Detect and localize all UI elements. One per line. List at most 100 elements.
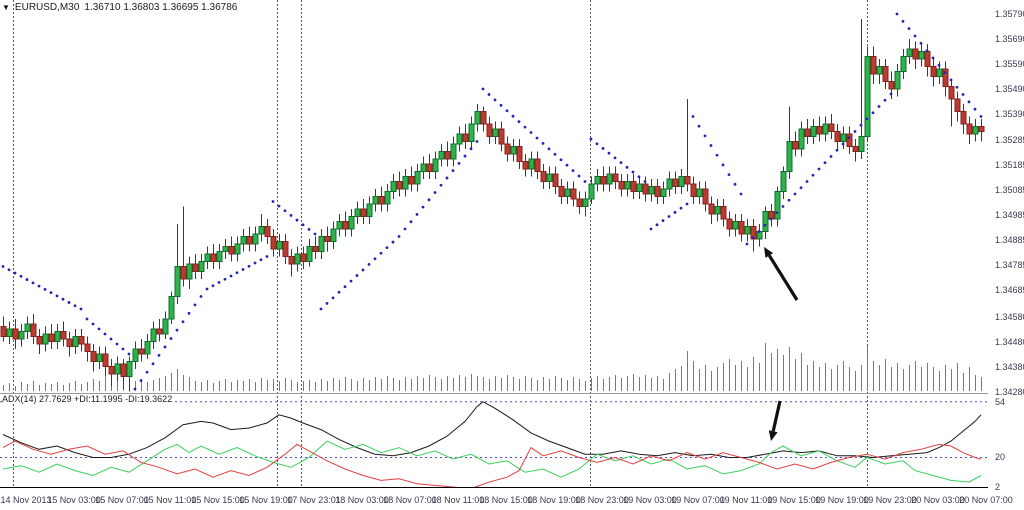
volume-bar: [603, 379, 604, 391]
bull-candle-body: [204, 253, 211, 262]
volume-bar: [429, 375, 430, 391]
bull-candle-body: [822, 123, 829, 135]
volume-bar: [507, 375, 508, 391]
price-axis-label: 1.35590: [995, 59, 1024, 69]
bull-candle-body: [168, 296, 175, 320]
parabolic-sar-dot: [439, 183, 443, 187]
parabolic-sar-dot: [91, 322, 95, 326]
parabolic-sar-dot: [325, 302, 329, 305]
parabolic-sar-dot: [271, 200, 275, 203]
volume-bar: [783, 355, 784, 391]
parabolic-sar-dot: [247, 264, 251, 268]
parabolic-sar-dot: [829, 155, 833, 158]
bear-candle-body: [852, 146, 859, 152]
bull-candle-body: [744, 226, 751, 235]
volume-bar: [189, 377, 190, 391]
price-axis[interactable]: 1.35790 1.35690 1.35590 1.35490 1.35390 1.352…: [988, 0, 1024, 488]
parabolic-sar-dot: [319, 307, 323, 311]
bear-candle-body: [300, 253, 307, 262]
volume-bar: [579, 379, 580, 391]
bull-candle-body: [732, 221, 739, 230]
parabolic-sar-dot: [643, 180, 647, 183]
annotation-arrow-head[interactable]: [764, 247, 774, 258]
bull-candle-body: [582, 198, 589, 207]
parabolic-sar-dot: [673, 210, 677, 214]
annotation-arrow-head[interactable]: [768, 430, 778, 441]
volume-bar: [375, 377, 376, 391]
parabolic-sar-dot: [457, 161, 461, 165]
parabolic-sar-dot: [241, 268, 245, 271]
time-axis-label: 20 Nov 07:00: [959, 495, 1013, 505]
volume-bar: [477, 376, 478, 391]
price-axis-label: 1.35790: [995, 9, 1024, 19]
bull-candle-body: [678, 176, 685, 187]
bear-candle-body: [834, 131, 841, 142]
volume-bar: [105, 377, 106, 391]
volume-bar: [945, 365, 946, 391]
parabolic-sar-dot: [361, 268, 365, 272]
bear-candle-body: [516, 146, 523, 162]
volume-bar: [273, 379, 274, 391]
volume-bar: [879, 365, 880, 391]
parabolic-sar-dot: [463, 154, 467, 158]
volume-bar: [135, 381, 136, 391]
bull-candle-body: [294, 253, 301, 265]
bull-candle-body: [918, 51, 925, 60]
parabolic-sar-dot: [115, 342, 119, 346]
volume-bar: [195, 381, 196, 391]
parabolic-sar-dot: [601, 147, 605, 150]
bear-candle-body: [90, 351, 97, 362]
parabolic-sar-dot: [739, 192, 743, 196]
bear-candle-body: [828, 123, 835, 132]
volume-bar: [669, 373, 670, 391]
volume-bar: [897, 363, 898, 391]
parabolic-sar-dot: [67, 301, 71, 304]
volume-bar: [651, 378, 652, 391]
parabolic-sar-dot: [85, 317, 89, 321]
volume-bar: [795, 359, 796, 391]
volume-bar: [657, 376, 658, 391]
bull-candle-body: [972, 126, 979, 135]
parabolic-sar-dot: [475, 140, 479, 143]
parabolic-sar-dot: [283, 209, 287, 213]
parabolic-sar-dot: [229, 274, 233, 278]
time-axis[interactable]: 14 Nov 2013 15 Nov 03:00 15 Nov 07:00 15 No…: [0, 488, 1024, 510]
parabolic-sar-dot: [865, 117, 869, 121]
volume-bar: [393, 378, 394, 391]
bull-candle-body: [636, 183, 643, 192]
parabolic-sar-dot: [79, 307, 83, 311]
volume-bar: [351, 379, 352, 391]
volume-bar: [165, 376, 166, 391]
volume-bar: [627, 376, 628, 391]
bull-candle-body: [696, 188, 703, 197]
parabolic-sar-dot: [553, 152, 557, 156]
parabolic-sar-dot: [433, 191, 437, 194]
bear-candle-body: [558, 186, 565, 197]
bear-candle-body: [690, 183, 697, 197]
volume-bar: [567, 380, 568, 391]
bear-candle-body: [108, 366, 115, 375]
bull-candle-body: [306, 246, 313, 262]
volume-bar: [303, 381, 304, 391]
annotation-arrow-shaft[interactable]: [771, 400, 782, 432]
collapse-chevron-icon[interactable]: ▼: [2, 2, 10, 12]
bear-candle-body: [360, 208, 367, 217]
parabolic-sar-dot: [775, 211, 779, 215]
bull-candle-body: [438, 151, 445, 160]
volume-bar: [813, 361, 814, 391]
bull-candle-body: [714, 206, 721, 215]
volume-bar: [369, 380, 370, 391]
parabolic-sar-dot: [979, 115, 983, 118]
bear-candle-body: [540, 171, 547, 182]
parabolic-sar-dot: [493, 98, 497, 102]
bull-candle-body: [420, 163, 427, 172]
parabolic-sar-dot: [235, 271, 239, 275]
annotation-arrow-shaft[interactable]: [767, 254, 799, 301]
bear-candle-body: [378, 196, 385, 205]
volume-bar: [915, 361, 916, 391]
indicator-line-plusDI: [2, 440, 982, 483]
volume-bar: [765, 343, 766, 391]
bull-candle-body: [906, 48, 913, 57]
price-axis-label: 1.34580: [995, 311, 1024, 322]
